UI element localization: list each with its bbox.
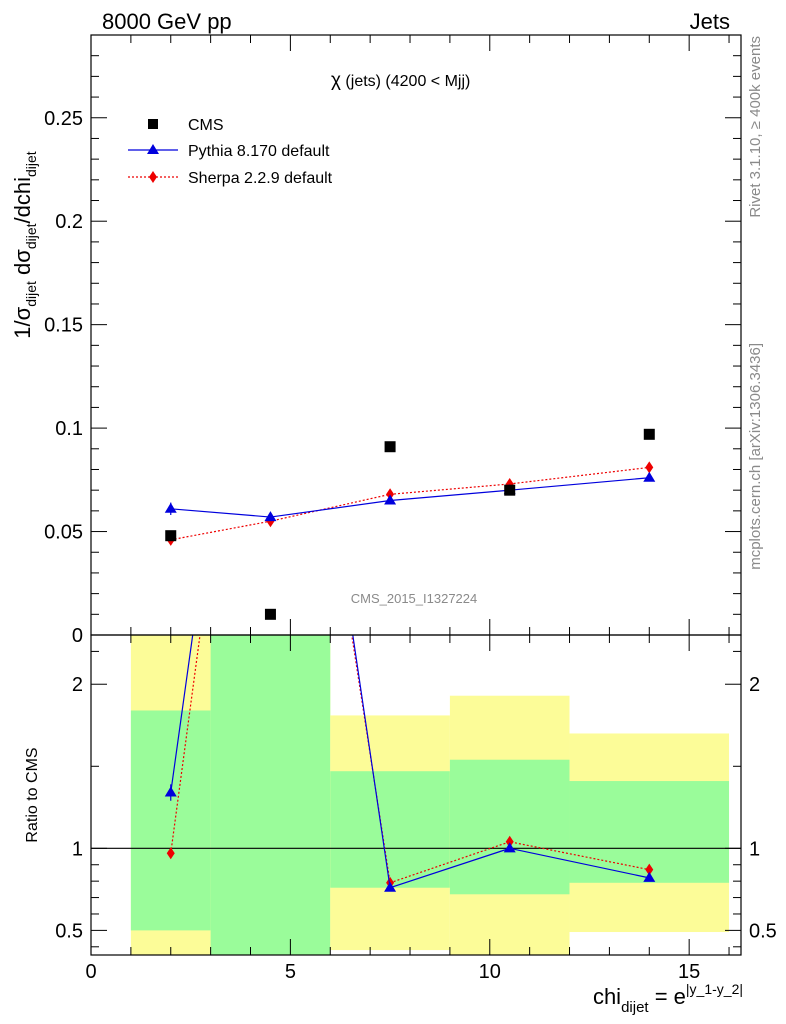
sherpa-ratio-point-0 <box>166 847 175 860</box>
ratio-y-axis-label: Ratio to CMS <box>24 747 41 842</box>
ratio-frame <box>90 634 742 956</box>
ylabel-sub-1: dijet <box>23 281 39 307</box>
pythia-main-line <box>170 477 650 518</box>
main-y-axis-label: 1/σdijet dσdijet/dchidijet <box>10 151 39 339</box>
ylabel-sub-2: dijet <box>23 223 39 249</box>
legend-pythia-label: Pythia 8.170 default <box>188 143 330 160</box>
cms-point-4 <box>643 428 655 440</box>
cms-point-2 <box>384 441 396 453</box>
sherpa-ratio-point-4 <box>645 863 654 876</box>
pythia-ratio-point-1 <box>264 71 276 81</box>
sherpa-ratio-point-1 <box>266 104 274 116</box>
legend-cms-marker <box>148 119 158 129</box>
main-ytick-label-1: 0.05 <box>44 522 83 544</box>
sherpa-main-line <box>170 466 650 541</box>
sherpa-ratio-point-3 <box>505 835 514 848</box>
legend-sherpa-marker <box>149 171 157 183</box>
panel-title-chi: χ <box>331 70 341 91</box>
sherpa-main-point-4 <box>645 461 654 474</box>
ratio-ytick-label-left-1: 1 <box>72 838 83 860</box>
band-inner-bin-0 <box>130 710 211 931</box>
band-inner-bin-1 <box>210 635 331 955</box>
xtick-label-3: 15 <box>678 961 700 983</box>
ratio-ytick-label-right-0: 0.5 <box>749 920 777 942</box>
header-process-label: Jets <box>690 9 730 34</box>
xtick-label-0: 0 <box>85 961 96 983</box>
pythia-ratio-point-4 <box>643 871 656 882</box>
sherpa-main-point-2 <box>386 488 395 501</box>
main-ytick-label-3: 0.15 <box>44 315 83 337</box>
xtick-label-1: 5 <box>285 961 296 983</box>
ratio-ytick-label-right-1: 1 <box>749 838 760 860</box>
pythia-ratio-point-0 <box>164 786 177 797</box>
pythia-main-point-1 <box>264 511 277 522</box>
mcplots-info: mcplots.cern.ch [arXiv:1306.3436] <box>747 343 764 570</box>
xlabel-eq: = e <box>649 984 686 1009</box>
panel-title: χ (jets) (4200 < Mjj) <box>331 70 470 91</box>
band-inner-bin-2 <box>330 771 450 888</box>
cms-point-1 <box>264 608 276 620</box>
pythia-main-point-4 <box>643 471 656 482</box>
pythia-ratio-point-3 <box>503 842 516 853</box>
pythia-ratio-point-2 <box>384 881 397 892</box>
rivet-info: Rivet 3.1.10, ≥ 400k events <box>747 36 764 218</box>
ylabel-part-3: /dchi <box>10 177 35 223</box>
pythia-main-point-2 <box>384 494 397 505</box>
xlabel-sup: |y_1-y_2| <box>686 981 743 997</box>
axis-ticks: 0 0.05 0.1 0.15 0.2 0.25 0.5 0.5 1 1 2 2 0 5 10 15 <box>44 35 777 983</box>
ylabel-part-2: dσ <box>10 249 35 281</box>
xlabel-chi: chi <box>593 984 621 1009</box>
xtick-label-2: 10 <box>479 961 501 983</box>
ratio-plot <box>91 71 741 892</box>
ratio-ytick-label-right-2: 2 <box>749 674 760 696</box>
main-ytick-label-0: 0 <box>72 625 83 647</box>
panel-title-text: (jets) (4200 < Mjj) <box>341 73 470 90</box>
ratio-uncertainty-bands <box>130 635 730 955</box>
ylabel-part-1: 1/σ <box>10 306 35 338</box>
main-ytick-label-5: 0.25 <box>44 108 83 130</box>
xlabel-sub: dijet <box>621 999 649 1016</box>
legend-sherpa-label: Sherpa 2.2.9 default <box>188 170 333 187</box>
header-beam-label: 8000 GeV pp <box>102 9 232 34</box>
cms-point-0 <box>165 530 177 542</box>
legend: CMS Pythia 8.170 default Sherpa 2.2.9 de… <box>128 117 333 187</box>
pythia-main-point-0 <box>164 502 177 513</box>
band-inner-bin-3 <box>449 759 570 895</box>
x-axis-label: chidijet = e|y_1-y_2| <box>593 981 743 1016</box>
legend-pythia-marker <box>147 144 159 154</box>
ratio-ytick-label-left-0: 0.5 <box>55 920 83 942</box>
analysis-watermark: CMS_2015_I1327224 <box>351 591 478 606</box>
main-ytick-label-4: 0.2 <box>55 211 83 233</box>
legend-cms-label: CMS <box>188 117 224 134</box>
cms-point-3 <box>504 484 516 496</box>
ylabel-sub-3: dijet <box>23 151 39 177</box>
main-plot <box>164 428 656 620</box>
main-ytick-label-2: 0.1 <box>55 418 83 440</box>
ratio-ytick-label-left-2: 2 <box>72 674 83 696</box>
